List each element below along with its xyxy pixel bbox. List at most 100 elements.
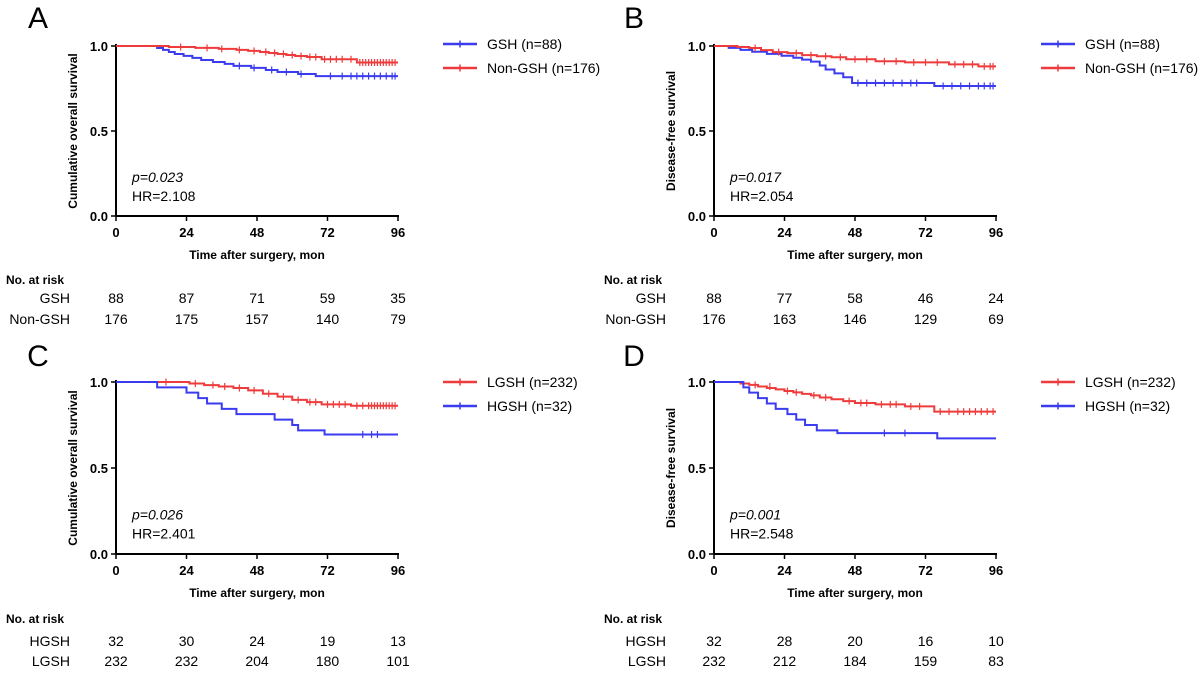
- x-axis-label: Time after surgery, mon: [189, 248, 325, 262]
- x-tick-label: 72: [320, 563, 334, 578]
- panel-letter: D: [623, 340, 645, 373]
- x-tick-label: 48: [250, 225, 264, 240]
- y-tick-label: 0.5: [90, 461, 108, 476]
- risk-value: 16: [918, 633, 934, 649]
- hazard-ratio: HR=2.108: [132, 188, 196, 204]
- x-tick-label: 96: [989, 563, 1003, 578]
- risk-value: 175: [175, 311, 199, 327]
- risk-value: 157: [245, 311, 269, 327]
- legend-label: HGSH (n=32): [1085, 398, 1170, 414]
- risk-value: 180: [316, 653, 340, 669]
- y-tick-label: 0.5: [688, 124, 706, 139]
- survival-curve-blue: [116, 381, 398, 436]
- y-axis-label: Cumulative overall survival: [66, 390, 80, 545]
- y-tick-label: 0.0: [688, 209, 706, 224]
- survival-curve-blue: [116, 45, 398, 78]
- risk-value: 28: [777, 633, 793, 649]
- y-axis-label: Disease-free survival: [664, 408, 678, 528]
- panel-b: B 0.0 0.5 1.0 0 24 48 72 96 Time after surgery, m…: [604, 2, 1198, 327]
- risk-row-label: LGSH: [628, 653, 666, 669]
- risk-value: 146: [843, 311, 867, 327]
- x-tick-label: 96: [989, 225, 1003, 240]
- x-tick-label: 72: [918, 225, 932, 240]
- risk-value: 184: [843, 653, 867, 669]
- risk-value: 32: [108, 633, 124, 649]
- risk-value: 19: [320, 633, 336, 649]
- p-value: p=0.023: [131, 169, 183, 185]
- hazard-ratio: HR=2.401: [132, 526, 196, 542]
- legend-label: LGSH (n=232): [1085, 374, 1176, 390]
- legend-label: HGSH (n=32): [487, 398, 572, 414]
- x-tick-label: 0: [112, 563, 119, 578]
- risk-value: 176: [104, 311, 128, 327]
- legend-label: GSH (n=88): [1085, 36, 1160, 52]
- y-tick-label: 0.0: [688, 547, 706, 562]
- risk-value: 32: [706, 633, 722, 649]
- x-tick-label: 48: [848, 225, 862, 240]
- risk-table-title: No. at risk: [6, 612, 64, 626]
- panel-letter: A: [28, 2, 48, 35]
- p-value: p=0.001: [729, 507, 781, 523]
- panel-d: D 0.0 0.5 1.0 0 24 48 72 96 Time after surgery, m…: [604, 340, 1176, 669]
- x-tick-label: 0: [112, 225, 119, 240]
- x-tick-label: 96: [391, 225, 405, 240]
- y-tick-label: 1.0: [90, 375, 108, 390]
- survival-curve-blue: [714, 45, 996, 87]
- risk-value: 232: [702, 653, 726, 669]
- risk-value: 24: [249, 633, 265, 649]
- legend-label: Non-GSH (n=176): [487, 60, 600, 76]
- y-tick-label: 0.5: [90, 124, 108, 139]
- panel-letter: B: [624, 2, 644, 35]
- x-tick-label: 24: [179, 225, 194, 240]
- risk-value: 163: [773, 311, 797, 327]
- risk-value: 88: [108, 290, 124, 306]
- risk-value: 87: [179, 290, 195, 306]
- risk-value: 176: [702, 311, 726, 327]
- legend-label: Non-GSH (n=176): [1085, 60, 1198, 76]
- x-tick-label: 24: [179, 563, 194, 578]
- legend-label: LGSH (n=232): [487, 374, 578, 390]
- risk-value: 129: [914, 311, 938, 327]
- risk-value: 83: [988, 653, 1004, 669]
- risk-row-label: Non-GSH: [605, 311, 666, 327]
- y-tick-label: 0.0: [90, 547, 108, 562]
- risk-value: 24: [988, 290, 1004, 306]
- x-axis-label: Time after surgery, mon: [787, 248, 923, 262]
- risk-value: 46: [918, 290, 934, 306]
- risk-value: 232: [104, 653, 128, 669]
- risk-table-title: No. at risk: [604, 612, 662, 626]
- survival-curve-red: [116, 381, 398, 407]
- x-tick-label: 72: [320, 225, 334, 240]
- y-tick-label: 1.0: [90, 39, 108, 54]
- survival-curve-blue: [714, 381, 996, 440]
- panel-letter: C: [27, 340, 49, 373]
- risk-value: 59: [320, 290, 336, 306]
- x-axis-label: Time after surgery, mon: [787, 586, 923, 600]
- y-tick-label: 1.0: [688, 375, 706, 390]
- survival-curve-red: [714, 381, 996, 413]
- y-axis-label: Cumulative overall survival: [66, 53, 80, 208]
- risk-value: 159: [914, 653, 938, 669]
- risk-table-title: No. at risk: [6, 273, 64, 287]
- risk-value: 140: [316, 311, 340, 327]
- risk-value: 10: [988, 633, 1004, 649]
- risk-value: 35: [390, 290, 406, 306]
- legend-label: GSH (n=88): [487, 36, 562, 52]
- p-value: p=0.026: [131, 507, 183, 523]
- x-tick-label: 0: [710, 225, 717, 240]
- panel-a: A 0.0 0.5 1.0 0 24 48 72 96 Time after surgery, m…: [6, 2, 600, 327]
- risk-value: 204: [245, 653, 269, 669]
- risk-row-label: LGSH: [32, 653, 70, 669]
- risk-row-label: GSH: [636, 290, 666, 306]
- x-tick-label: 96: [391, 563, 405, 578]
- risk-value: 77: [777, 290, 793, 306]
- x-axis-label: Time after surgery, mon: [189, 586, 325, 600]
- x-tick-label: 24: [777, 563, 792, 578]
- risk-value: 79: [390, 311, 406, 327]
- risk-value: 71: [249, 290, 265, 306]
- risk-row-label: Non-GSH: [9, 311, 70, 327]
- x-tick-label: 48: [848, 563, 862, 578]
- risk-value: 30: [179, 633, 195, 649]
- y-axis-label: Disease-free survival: [664, 71, 678, 191]
